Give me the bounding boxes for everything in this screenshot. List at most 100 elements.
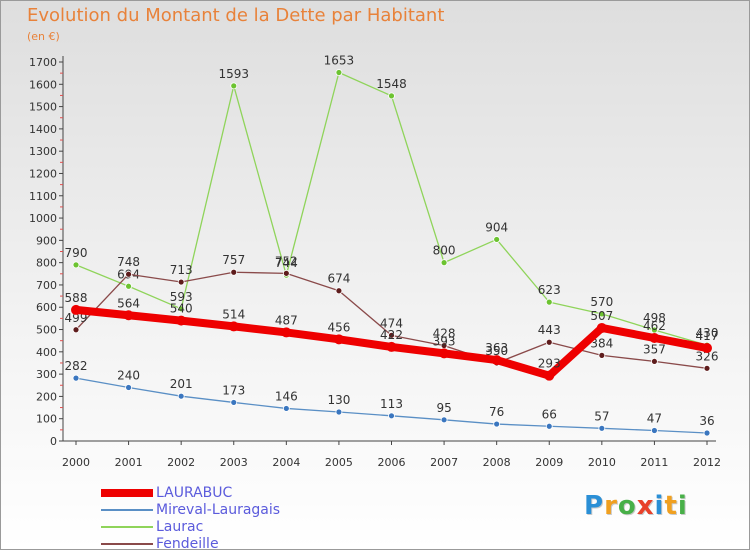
data-label-laurabuc: 487: [275, 313, 298, 327]
data-label-laurabuc: 293: [538, 357, 561, 371]
data-label-laurabuc: 462: [643, 319, 666, 333]
data-point-laurac: [388, 92, 395, 100]
data-point-fendeille: [177, 278, 185, 286]
x-tick-label: 2002: [167, 456, 195, 469]
y-tick-label: 1600: [29, 78, 57, 91]
y-tick-label: 600: [36, 301, 57, 314]
chart-subtitle: (en €): [27, 30, 60, 43]
data-point-fendeille: [282, 269, 290, 277]
y-tick-label: 1400: [29, 123, 57, 136]
y-tick-label: 800: [36, 257, 57, 270]
logo-letter: r: [604, 491, 618, 521]
data-point-fendeille: [651, 358, 658, 365]
data-label-laurac: 1653: [324, 53, 355, 67]
x-tick-label: 2010: [588, 456, 616, 469]
data-label-laurac: 430: [696, 326, 719, 340]
data-label-laurabuc: 588: [65, 291, 88, 305]
x-tick-label: 2006: [378, 456, 406, 469]
data-label-laurac: 1593: [218, 67, 249, 81]
data-point-laurabuc: [386, 341, 397, 352]
logo-letter: o: [617, 491, 637, 521]
x-tick-label: 2008: [483, 456, 511, 469]
data-label-mireval-lauragais: 66: [542, 407, 557, 421]
x-tick-label: 2005: [325, 456, 353, 469]
data-label-laurac: 790: [65, 246, 88, 260]
y-tick-label: 900: [36, 234, 57, 247]
data-point-laurabuc: [123, 310, 134, 321]
data-label-mireval-lauragais: 36: [699, 414, 714, 428]
data-point-mireval-lauragais: [598, 424, 606, 432]
data-point-mireval-lauragais: [388, 412, 395, 420]
x-tick-label: 2001: [115, 456, 143, 469]
data-label-laurabuc: 417: [696, 329, 719, 343]
x-tick-label: 2011: [640, 456, 668, 469]
data-point-laurac: [230, 82, 238, 90]
data-label-fendeille: 748: [117, 255, 140, 269]
data-point-fendeille: [335, 287, 343, 295]
data-point-mireval-lauragais: [125, 384, 132, 391]
data-point-mireval-lauragais: [72, 374, 80, 382]
logo-letter: i: [654, 491, 665, 521]
legend-label-fendeille: Fendeille: [156, 536, 219, 552]
data-label-laurac: 904: [485, 220, 508, 234]
y-tick-label: 400: [36, 346, 57, 359]
data-point-mireval-lauragais: [651, 427, 658, 434]
data-point-mireval-lauragais: [440, 416, 448, 424]
y-tick-label: 500: [36, 324, 57, 337]
data-label-fendeille: 443: [538, 323, 561, 337]
data-label-fendeille: 474: [380, 316, 403, 330]
data-point-fendeille: [125, 270, 132, 278]
data-point-laurac: [335, 69, 343, 76]
data-point-laurac: [125, 282, 132, 290]
data-label-laurabuc: 393: [433, 334, 456, 348]
data-point-laurabuc: [702, 343, 712, 354]
data-label-laurac: 498: [643, 311, 666, 325]
proxiti-logo: Proxiti: [584, 491, 688, 521]
data-label-mireval-lauragais: 95: [436, 401, 451, 415]
data-point-laurac: [598, 310, 606, 318]
data-label-mireval-lauragais: 57: [594, 409, 609, 423]
data-point-mireval-lauragais: [282, 405, 290, 412]
data-label-laurac: 744: [275, 256, 298, 270]
data-point-fendeille: [703, 364, 711, 372]
data-point-fendeille: [598, 351, 606, 359]
data-label-mireval-lauragais: 240: [117, 368, 140, 382]
data-point-laurabuc: [176, 315, 187, 326]
data-point-laurac: [72, 261, 80, 269]
data-label-mireval-lauragais: 282: [65, 359, 88, 373]
data-point-laurabuc: [281, 327, 292, 338]
legend-swatch-fendeille: [101, 543, 153, 545]
x-tick-label: 2007: [430, 456, 458, 469]
data-point-fendeille: [230, 268, 238, 276]
data-label-fendeille: 713: [170, 263, 193, 277]
x-tick-label: 2009: [535, 456, 563, 469]
data-label-mireval-lauragais: 173: [222, 383, 245, 397]
data-point-laurabuc: [544, 370, 555, 381]
legend-swatch-mireval-lauragais: [101, 509, 153, 511]
y-tick-label: 300: [36, 368, 57, 381]
legend-swatch-laurac: [101, 526, 153, 528]
data-label-fendeille: 757: [222, 253, 245, 267]
legend-label-laurabuc: LAURABUC: [156, 485, 233, 501]
y-tick-label: 1500: [29, 101, 57, 114]
data-label-laurac: 1548: [376, 77, 407, 91]
data-label-laurabuc: 540: [170, 302, 193, 316]
data-point-mireval-lauragais: [335, 408, 343, 416]
data-label-laurabuc: 564: [117, 296, 140, 310]
x-tick-label: 2004: [272, 456, 300, 469]
data-point-mireval-lauragais: [177, 392, 185, 400]
data-label-mireval-lauragais: 113: [380, 397, 403, 411]
y-tick-label: 200: [36, 390, 57, 403]
data-point-laurac: [440, 259, 448, 267]
y-tick-label: 100: [36, 413, 57, 426]
data-point-laurabuc: [333, 334, 344, 345]
logo-letter: x: [636, 491, 655, 521]
data-label-laurabuc: 456: [327, 320, 350, 334]
logo-letter: i: [677, 491, 688, 521]
legend-label-mireval-lauragais: Mireval-Lauragais: [156, 502, 281, 518]
chart-title: Evolution du Montant de la Dette par Hab…: [27, 5, 445, 26]
x-tick-label: 2012: [693, 456, 721, 469]
data-point-laurabuc: [596, 322, 607, 333]
